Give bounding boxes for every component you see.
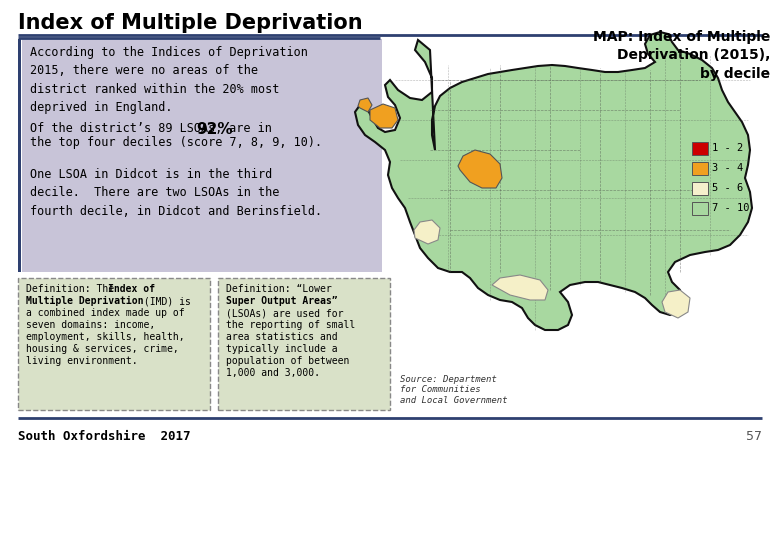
Text: One LSOA in Didcot is in the third
decile.  There are two LSOAs in the
fourth de: One LSOA in Didcot is in the third decil… (30, 168, 322, 218)
Text: 3 - 4: 3 - 4 (712, 163, 743, 173)
Bar (692, 142, 708, 155)
Bar (692, 182, 708, 195)
Text: employment, skills, health,: employment, skills, health, (26, 332, 185, 342)
Polygon shape (355, 32, 752, 330)
Text: housing & services, crime,: housing & services, crime, (26, 344, 179, 354)
Polygon shape (414, 220, 440, 244)
Text: 1 - 2: 1 - 2 (712, 143, 743, 153)
Text: According to the Indices of Deprivation
2015, there were no areas of the
distric: According to the Indices of Deprivation … (30, 46, 308, 114)
Text: Super Output Areas”: Super Output Areas” (226, 296, 338, 306)
Text: are in: are in (222, 122, 272, 135)
Text: 1,000 and 3,000.: 1,000 and 3,000. (226, 368, 320, 378)
Text: typically include a: typically include a (226, 344, 338, 354)
Bar (22, 39, 382, 272)
Text: Multiple Deprivation: Multiple Deprivation (26, 296, 144, 306)
Bar (692, 202, 708, 215)
Text: area statistics and: area statistics and (226, 332, 338, 342)
Bar (692, 162, 708, 175)
Text: (LSOAs) are used for: (LSOAs) are used for (226, 308, 343, 318)
Bar (218, 278, 390, 410)
Text: 57: 57 (746, 430, 762, 443)
Text: 7 - 10: 7 - 10 (712, 203, 750, 213)
Polygon shape (370, 104, 398, 128)
Text: Definition: “Lower: Definition: “Lower (226, 284, 332, 294)
Text: population of between: population of between (226, 356, 349, 366)
Polygon shape (662, 290, 690, 318)
Text: Of the district’s 89 LSOAs,: Of the district’s 89 LSOAs, (30, 122, 229, 135)
Polygon shape (492, 275, 548, 300)
Text: Index of Multiple Deprivation: Index of Multiple Deprivation (18, 13, 363, 33)
Text: 5 - 6: 5 - 6 (712, 183, 743, 193)
Text: South Oxfordshire  2017: South Oxfordshire 2017 (18, 430, 190, 443)
Bar (18, 278, 210, 410)
Text: the reporting of small: the reporting of small (226, 320, 355, 330)
Text: 92%: 92% (196, 122, 232, 137)
Text: Source: Department
for Communities
and Local Government: Source: Department for Communities and L… (400, 375, 508, 405)
Polygon shape (358, 98, 372, 112)
Text: living environment.: living environment. (26, 356, 137, 366)
Polygon shape (458, 150, 502, 188)
Bar (18, 39, 21, 272)
Text: Index of: Index of (108, 284, 155, 294)
Text: the top four deciles (score 7, 8, 9, 10).: the top four deciles (score 7, 8, 9, 10)… (30, 136, 322, 149)
Text: MAP: Index of Multiple
Deprivation (2015),
by decile: MAP: Index of Multiple Deprivation (2015… (593, 30, 770, 81)
Text: (IMD) is: (IMD) is (138, 296, 191, 306)
Text: seven domains: income,: seven domains: income, (26, 320, 155, 330)
Text: a combined index made up of: a combined index made up of (26, 308, 185, 318)
Text: Definition: The: Definition: The (26, 284, 120, 294)
